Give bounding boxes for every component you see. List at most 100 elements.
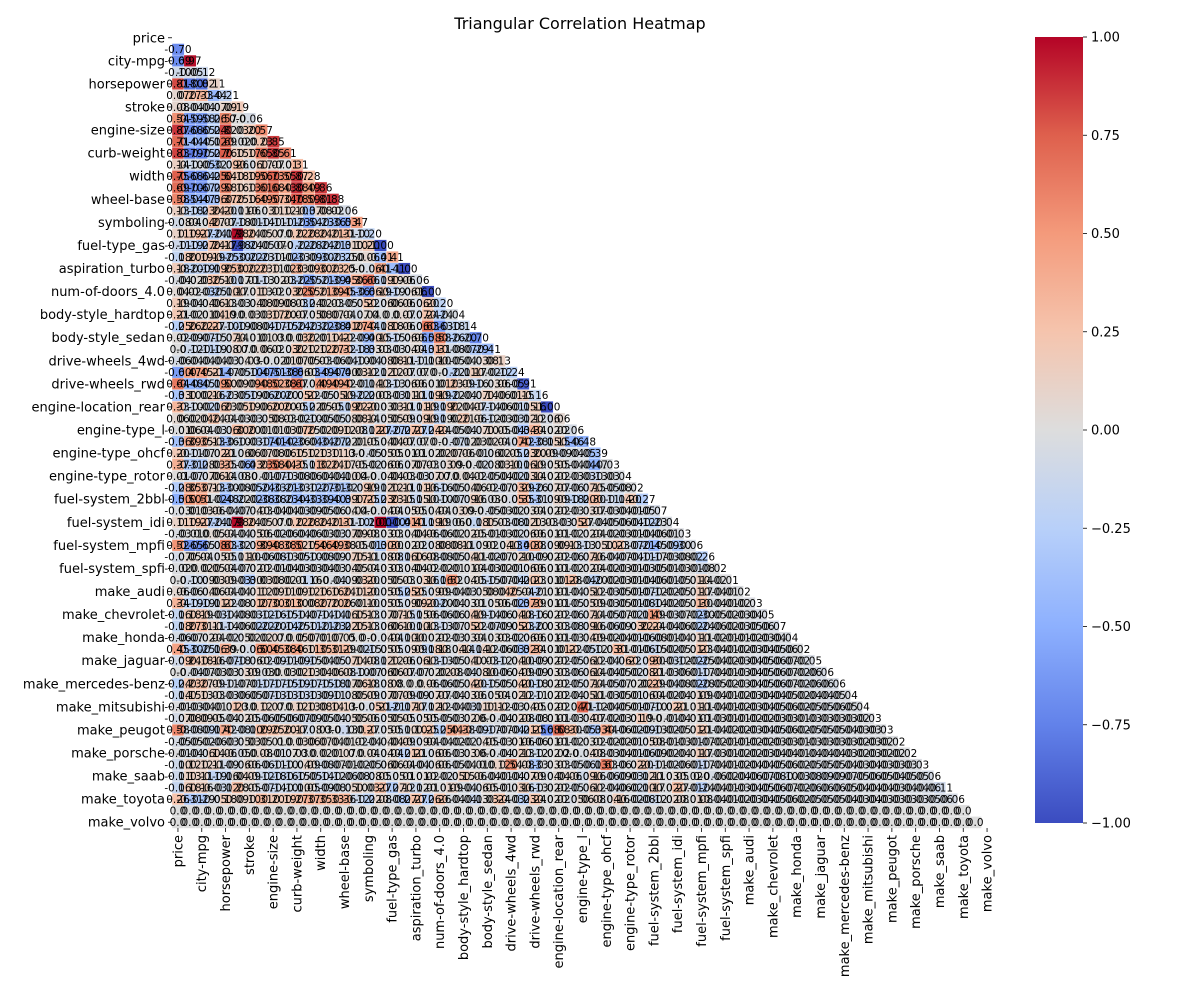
cell-annotation: -0.06 — [402, 275, 429, 287]
cell-annotation: -0.04 — [605, 471, 632, 483]
y-tick-label: make_peugot — [77, 723, 165, 738]
cell-annotation: -0.03 — [664, 529, 691, 541]
x-tick-label: city-mpg — [195, 835, 210, 892]
colorbar-tick-label: 0.75 — [1091, 129, 1120, 144]
cell-annotation: -0.41 — [474, 344, 501, 356]
cell-annotation: -0.48 — [569, 436, 596, 448]
cell-annotation: -0.21 — [212, 90, 239, 102]
cell-annotation: 0.31 — [285, 159, 308, 171]
cell-annotation: -0.20 — [426, 298, 453, 310]
colorbar-tick-label: 0.00 — [1091, 424, 1120, 439]
y-tick-label: make_mitsubishi — [56, 700, 165, 715]
y-tick-label: price — [133, 31, 165, 46]
x-tick-label: horsepower — [219, 834, 234, 911]
cell-annotation: -0.03 — [902, 759, 929, 771]
cell-annotation: -0.06 — [557, 425, 584, 437]
y-tick-label: make_honda — [82, 631, 165, 646]
x-tick-label: drive-wheels_rwd — [528, 835, 543, 949]
cell-annotation: -0.06 — [676, 540, 703, 552]
y-tick-label: num-of-doors_4.0 — [51, 285, 165, 300]
cell-annotation: 0.41 — [380, 252, 403, 264]
x-tick-label: stroke — [243, 835, 258, 875]
cell-annotation: 0.57 — [250, 125, 273, 137]
x-tick-label: fuel-system_idi — [671, 835, 686, 933]
y-tick-label: make_toyota — [81, 793, 165, 808]
cell-annotation: -0.06 — [938, 794, 965, 806]
y-tick-label: curb-weight — [87, 147, 165, 162]
cell-annotation: -0.26 — [688, 552, 715, 564]
x-tick-label: body-style_hardtop — [457, 835, 472, 960]
cell-annotation: -0.02 — [617, 482, 644, 494]
x-tick-label: fuel-system_2bbl — [647, 835, 662, 946]
x-tick-label: engine-type_rotor — [624, 834, 639, 951]
y-tick-label: city-mpg — [108, 54, 165, 69]
y-tick-label: engine-type_l — [77, 424, 165, 439]
cell-annotation: -0.16 — [521, 390, 548, 402]
colorbar-tick-label: −0.50 — [1091, 620, 1131, 635]
x-tick-label: make_saab — [933, 835, 948, 908]
y-tick-label: body-style_sedan — [51, 331, 165, 346]
cell-annotation: 0.85 — [261, 136, 284, 148]
cell-annotation: -0.91 — [509, 379, 536, 391]
x-tick-label: width — [314, 835, 329, 871]
heatmap-annotations: -0.70-0.690.97-0.10-0.05-0.120.81-0.80-0… — [164, 44, 983, 829]
y-tick-label: drive-wheels_4wd — [49, 354, 166, 369]
y-tick-label: engine-type_rotor — [49, 470, 166, 485]
colorbar-tick-label: −1.00 — [1091, 817, 1131, 832]
cell-annotation: -1.00 — [533, 402, 560, 414]
cell-annotation: -0.03 — [593, 459, 620, 471]
y-tick-label: make_chevrolet — [62, 608, 165, 623]
cell-annotation: -0.03 — [854, 713, 881, 725]
cell-annotation: -0.04 — [438, 309, 465, 321]
cell-annotation: -0.06 — [807, 667, 834, 679]
x-tick-label: make_mitsubishi — [862, 835, 877, 944]
y-tick-label: fuel-system_spfi — [59, 562, 165, 577]
cell-annotation: -0.04 — [831, 690, 858, 702]
x-tick-label: aspiration_turbo — [409, 835, 424, 941]
cell-annotation: -1.00 — [367, 240, 394, 252]
cell-annotation: 0.06 — [547, 413, 571, 425]
cell-annotation: -0.24 — [498, 367, 525, 379]
cell-annotation: 0.0 — [955, 805, 972, 817]
x-tick-label: make_volvo — [981, 835, 996, 912]
y-tick-label: make_jaguar — [81, 654, 165, 669]
cell-annotation: 0.13 — [488, 356, 511, 368]
cell-annotation: -0.04 — [652, 517, 679, 529]
x-tick-label: make_audi — [743, 835, 758, 905]
cell-annotation: 0.86 — [309, 183, 333, 195]
cell-annotation: -0.02 — [724, 586, 751, 598]
cell-annotation: -0.05 — [747, 609, 774, 621]
x-tick-label: drive-wheels_4wd — [505, 835, 520, 952]
y-tick-label: make_audi — [95, 585, 165, 600]
y-tick-label: drive-wheels_rwd — [51, 377, 165, 392]
x-tick-label: price — [171, 835, 186, 867]
x-tick-label: engine-type_l — [576, 835, 591, 923]
x-tick-label: curb-weight — [290, 835, 305, 913]
colorbar-tick-label: −0.75 — [1091, 718, 1131, 733]
y-tick-label: stroke — [125, 100, 165, 115]
y-tick-label: horsepower — [89, 77, 166, 92]
cell-annotation: -1.00 — [390, 263, 417, 275]
colorbar-tick-label: 0.50 — [1091, 227, 1120, 242]
cell-annotation: -0.07 — [640, 506, 667, 518]
x-tick-label: make_chevrolet — [766, 835, 781, 938]
cell-annotation: -0.39 — [581, 448, 608, 460]
y-tick-label: fuel-system_mpfi — [53, 539, 165, 554]
x-tick-label: make_peugot — [885, 835, 900, 923]
cell-annotation: 0.11 — [202, 79, 225, 91]
y-tick-label: body-style_hardtop — [40, 308, 165, 323]
y-tick-label: symboling — [98, 216, 165, 231]
cell-annotation: -0.06 — [331, 206, 358, 218]
x-tick-label: engine-location_rear — [552, 834, 567, 968]
cell-annotation: 0.19 — [226, 102, 249, 114]
colorbar-ticks: 1.000.750.500.250.00−0.25−0.50−0.75−1.00 — [1083, 31, 1131, 832]
x-tick-label: make_toyota — [957, 835, 972, 919]
y-tick-label: width — [129, 170, 165, 185]
colorbar — [1035, 37, 1083, 823]
x-tick-label: make_porsche — [909, 835, 924, 929]
cell-annotation: -0.14 — [450, 321, 477, 333]
cell-annotation: -1.00 — [414, 286, 441, 298]
y-tick-label: fuel-type_gas — [77, 239, 165, 254]
y-tick-label: wheel-base — [91, 193, 165, 208]
